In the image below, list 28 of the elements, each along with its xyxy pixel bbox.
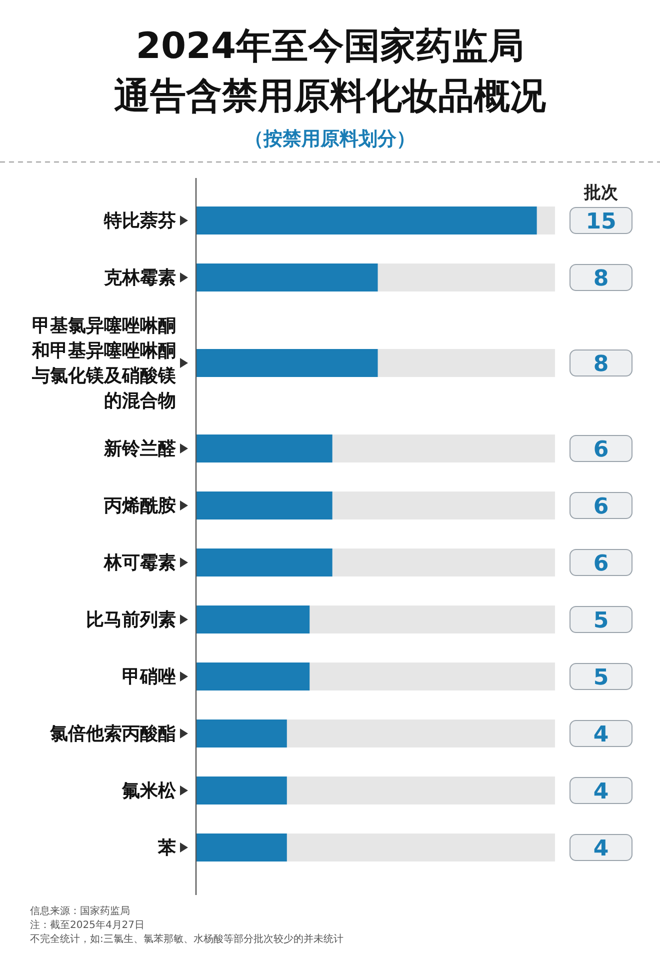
data-label: 6 <box>593 494 609 520</box>
data-label: 5 <box>593 666 609 690</box>
y-tick-label: 丙烯酰胺 <box>103 496 176 516</box>
text: 信息来源：国家药监局 <box>30 905 130 917</box>
data-label: 5 <box>593 608 609 634</box>
y-tick-label: 特比萘芬 <box>103 210 176 232</box>
y-tick-label: 克林霉素 <box>103 268 176 288</box>
chart-title: 2024年至今国家药监局通告含禁用原料化妆品概况 <box>114 26 546 117</box>
data-label: 6 <box>593 438 609 462</box>
data-label: 8 <box>593 352 609 377</box>
text: 不完全统计，如:三氯生、氯苯那敏、水杨酸等部分批次较少的并未统计 <box>30 933 344 945</box>
y-tick-label: 比马前列素 <box>86 610 176 630</box>
y-tick-label: 氟米松 <box>121 780 177 802</box>
data-label: 15 <box>586 210 616 234</box>
y-tick-label: 苯 <box>157 838 177 858</box>
y-tick-label: 林可霉素 <box>103 552 176 574</box>
data-label: 8 <box>593 266 609 292</box>
chart-subtitle: （按禁用原料划分） <box>244 128 416 150</box>
y-tick-label: 新铃兰醛 <box>103 438 177 460</box>
y-tick-label: 甲硝唑 <box>122 666 176 688</box>
y-tick-label: 氯倍他索丙酸酯 <box>49 724 176 744</box>
text: 注：截至2025年4月27日 <box>30 919 145 931</box>
data-label: 4 <box>593 722 609 748</box>
y-tick-label: 甲基氯异噻唑啉酮和甲基异噻唑啉酮与氯化镁及硝酸镁的混合物 <box>31 316 177 412</box>
data-label: 4 <box>593 780 609 804</box>
data-label: 6 <box>593 552 609 576</box>
data-label: 4 <box>593 836 609 862</box>
x-axis-title: 批次 <box>583 183 619 203</box>
